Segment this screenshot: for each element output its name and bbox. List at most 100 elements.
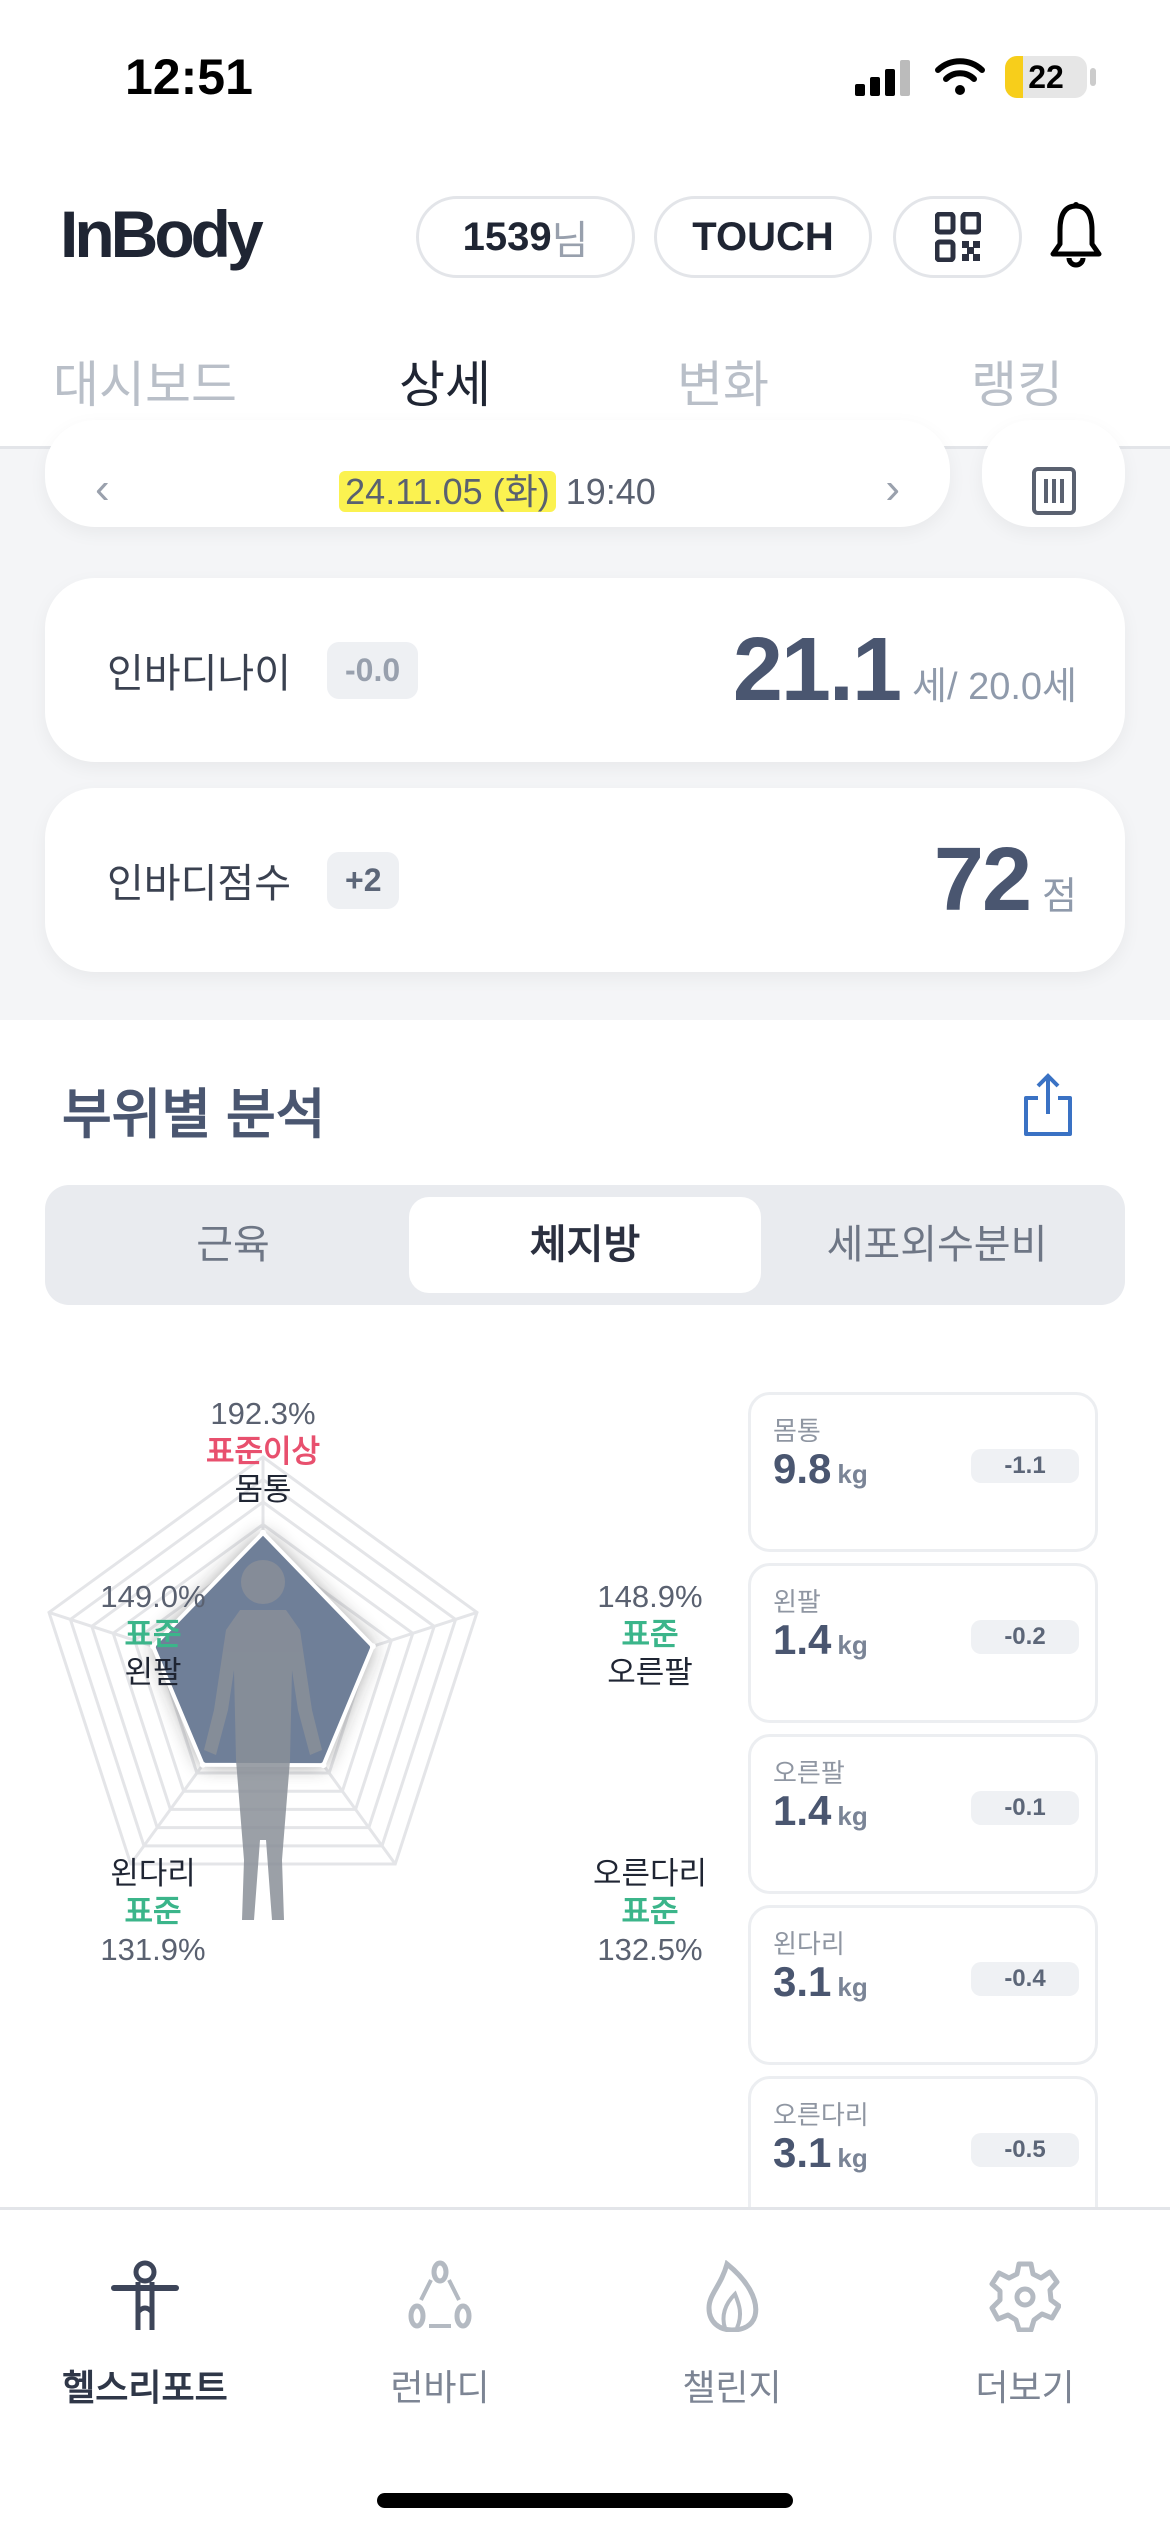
tab-ranking[interactable]: 랭킹 bbox=[971, 357, 1063, 413]
segment-muscle[interactable]: 근육 bbox=[196, 1223, 270, 1267]
part-value: 1.4 bbox=[773, 1787, 832, 1834]
part-unit: kg bbox=[837, 1972, 868, 2002]
metric-label: 인바디나이 bbox=[107, 652, 291, 696]
nav-more[interactable]: 더보기 bbox=[915, 2260, 1135, 2411]
chevron-left-icon[interactable]: ‹ bbox=[95, 463, 110, 513]
body-part-card[interactable]: 몸통 9.8 kg -1.1 bbox=[748, 1392, 1098, 1552]
user-id: 1539 bbox=[462, 214, 552, 259]
part-unit: kg bbox=[837, 1801, 868, 1831]
grid-ring bbox=[68, 1477, 458, 1848]
battery-level: 22 bbox=[1028, 59, 1064, 95]
touch-button[interactable]: TOUCH bbox=[654, 196, 872, 278]
chevron-right-icon[interactable]: › bbox=[885, 463, 900, 513]
wifi-icon bbox=[935, 58, 985, 95]
nav-label: 런바디 bbox=[390, 2367, 490, 2408]
nav-challenge[interactable]: 챌린지 bbox=[622, 2259, 842, 2411]
part-delta: -0.5 bbox=[971, 2133, 1079, 2167]
bell-icon[interactable] bbox=[1048, 200, 1104, 270]
metric-value: 21.1 bbox=[732, 619, 902, 720]
part-unit: kg bbox=[837, 1459, 868, 1489]
tab-change[interactable]: 변화 bbox=[677, 357, 769, 413]
part-unit: kg bbox=[837, 2143, 868, 2173]
metric-value: 72 bbox=[933, 829, 1032, 930]
tab-dashboard[interactable]: 대시보드 bbox=[53, 357, 237, 413]
inbody-score-card[interactable]: 인바디점수 +2 72 점 bbox=[45, 788, 1125, 972]
nav-health-report[interactable]: 헬스리포트 bbox=[35, 2260, 255, 2411]
part-name: 오른다리 bbox=[773, 2100, 869, 2130]
person-icon bbox=[111, 2260, 179, 2330]
radar-axis-label: 148.9% 표준 오른팔 bbox=[530, 1578, 770, 1692]
part-name: 오른팔 bbox=[773, 1758, 845, 1788]
axis-status: 표준 bbox=[621, 1894, 679, 1929]
radar-axis-label: 149.0% 표준 왼팔 bbox=[33, 1578, 273, 1692]
grid-ring bbox=[47, 1455, 479, 1866]
metric-delta: +2 bbox=[327, 851, 400, 909]
axis-name: 왼팔 bbox=[124, 1655, 182, 1690]
data-point bbox=[199, 1761, 206, 1768]
date-text: 24.11.05 (화) bbox=[339, 470, 556, 512]
battery-cap bbox=[1090, 68, 1096, 86]
part-value: 3.1 bbox=[773, 1958, 832, 2005]
part-value: 1.4 bbox=[773, 1616, 832, 1663]
cellular-signal-icon bbox=[855, 60, 910, 96]
status-time: 12:51 bbox=[125, 49, 253, 105]
axis-percent: 132.5% bbox=[597, 1932, 703, 1967]
gear-icon bbox=[989, 2261, 1062, 2333]
segment-body-fat[interactable]: 체지방 bbox=[409, 1197, 761, 1293]
axis-status: 표준 bbox=[124, 1617, 182, 1652]
tab-detail[interactable]: 상세 bbox=[399, 357, 491, 413]
body-part-card[interactable]: 오른팔 1.4 kg -0.1 bbox=[748, 1734, 1098, 1894]
user-id-button[interactable]: 1539 님 bbox=[416, 196, 635, 278]
flame-icon bbox=[706, 2259, 759, 2333]
radar-chart bbox=[47, 1455, 479, 1920]
axis-name: 오른팔 bbox=[607, 1655, 693, 1690]
part-delta: -1.1 bbox=[971, 1449, 1079, 1483]
community-icon bbox=[408, 2260, 472, 2329]
axis-percent: 131.9% bbox=[100, 1932, 206, 1967]
metric-unit: 점 bbox=[1042, 876, 1077, 918]
home-indicator[interactable] bbox=[377, 2493, 793, 2508]
metric-unit: 세/ 20.0세 bbox=[912, 666, 1077, 708]
share-icon[interactable] bbox=[1020, 1072, 1076, 1138]
part-value: 9.8 bbox=[773, 1445, 832, 1492]
body-part-card[interactable]: 왼다리 3.1 kg -0.4 bbox=[748, 1905, 1098, 2065]
delete-button[interactable] bbox=[982, 420, 1125, 527]
part-delta: -0.1 bbox=[971, 1791, 1079, 1825]
axis-name: 오른다리 bbox=[592, 1856, 708, 1891]
axis-name: 몸통 bbox=[234, 1472, 292, 1507]
segment-control: 근육 체지방 세포외수분비 bbox=[45, 1185, 1125, 1305]
user-suffix: 님 bbox=[551, 219, 589, 263]
data-point bbox=[320, 1762, 327, 1769]
data-point bbox=[260, 1529, 266, 1536]
axis-status: 표준 bbox=[124, 1894, 182, 1929]
metric-label: 인바디점수 bbox=[107, 862, 291, 906]
section-title: 부위별 분석 bbox=[62, 1085, 326, 1145]
axis-status: 표준이상 bbox=[205, 1434, 321, 1469]
nav-label: 더보기 bbox=[975, 2367, 1075, 2408]
radar-axis-label: 오른다리 표준 132.5% bbox=[530, 1855, 770, 1969]
nav-label: 헬스리포트 bbox=[62, 2367, 228, 2408]
axis-name: 왼다리 bbox=[110, 1856, 196, 1891]
radar-axis-label: 192.3% 표준이상 몸통 bbox=[143, 1395, 383, 1509]
part-delta: -0.2 bbox=[971, 1620, 1079, 1654]
qr-button[interactable] bbox=[893, 196, 1022, 278]
data-point bbox=[150, 1643, 157, 1650]
trash-icon bbox=[1031, 466, 1076, 515]
body-part-card[interactable]: 왼팔 1.4 kg -0.2 bbox=[748, 1563, 1098, 1723]
time-text: 19:40 bbox=[565, 470, 656, 512]
inbody-age-card[interactable]: 인바디나이 -0.0 21.1 세/ 20.0세 bbox=[45, 578, 1125, 762]
segment-ecw-ratio[interactable]: 세포외수분비 bbox=[826, 1223, 1048, 1267]
battery-indicator: 22 bbox=[1005, 56, 1087, 98]
radar-axis-label: 왼다리 표준 131.9% bbox=[33, 1855, 273, 1969]
nav-runbody[interactable]: 런바디 bbox=[330, 2260, 550, 2411]
bottom-nav: 헬스리포트 런바디 챌린지 더보기 bbox=[0, 2207, 1170, 2532]
axis-status: 표준 bbox=[621, 1617, 679, 1652]
part-name: 왼팔 bbox=[773, 1587, 821, 1617]
axis-percent: 149.0% bbox=[100, 1579, 206, 1614]
part-unit: kg bbox=[837, 1630, 868, 1660]
metric-delta: -0.0 bbox=[327, 641, 419, 699]
part-delta: -0.4 bbox=[971, 1962, 1079, 1996]
body-silhouette-icon bbox=[204, 1560, 322, 1920]
part-name: 왼다리 bbox=[773, 1929, 845, 1959]
part-value: 3.1 bbox=[773, 2129, 832, 2176]
